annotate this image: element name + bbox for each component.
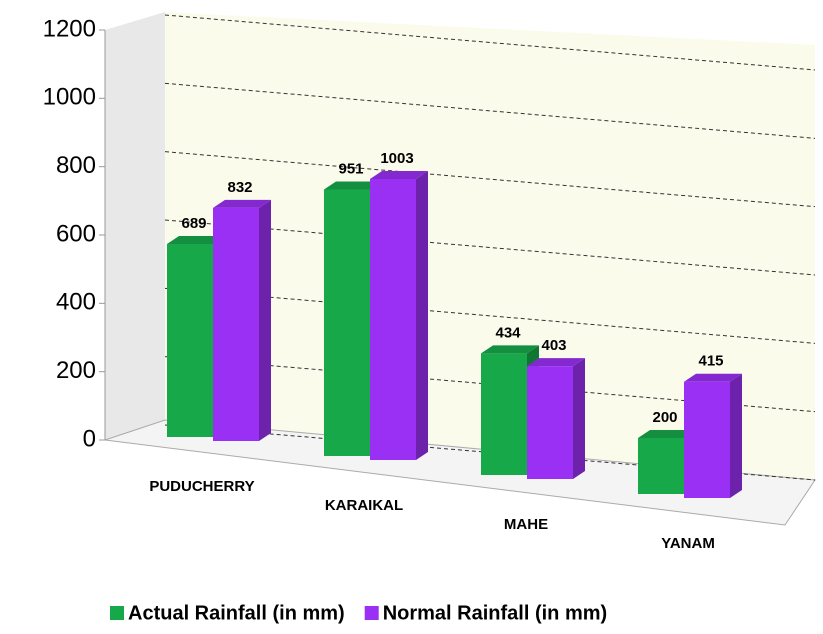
grid-line [164, 82, 816, 139]
bar [370, 170, 428, 460]
bar-top [213, 199, 271, 208]
bar-top [167, 235, 225, 244]
side-wall [105, 12, 165, 440]
bar [213, 199, 271, 441]
grid-line [164, 356, 816, 413]
bar-front [213, 207, 259, 441]
bar-top [684, 373, 742, 382]
y-tick-label: 0 [83, 425, 96, 452]
legend-swatch [364, 606, 379, 620]
bar-side [259, 199, 271, 441]
grid-line [164, 424, 816, 481]
x-tick-label: PUDUCHERRY [149, 478, 254, 495]
legend-label: Normal Rainfall (in mm) [383, 602, 607, 624]
bar-top [324, 181, 382, 190]
grid-line [164, 151, 816, 208]
y-tick-label: 400 [56, 289, 96, 316]
legend-label: Actual Rainfall (in mm) [128, 602, 345, 624]
bar-front [481, 353, 527, 475]
bar-side [573, 358, 585, 479]
grid-line [164, 14, 816, 71]
bar-front [638, 437, 684, 494]
bar-front [370, 178, 416, 460]
bar-top [527, 358, 585, 367]
back-wall [105, 12, 815, 480]
bar-front [324, 189, 370, 456]
bar-front [167, 243, 213, 437]
y-tick-label: 800 [56, 152, 96, 179]
bar-top [638, 429, 696, 438]
value-label: 403 [541, 337, 566, 354]
bar-top [481, 345, 539, 354]
bar [527, 358, 585, 479]
x-tick-label: KARAIKAL [325, 497, 403, 514]
bar-front [684, 381, 730, 498]
grid-line [164, 219, 816, 276]
bar-top [370, 170, 428, 179]
x-tick-label: YANAM [661, 535, 715, 552]
value-label: 415 [698, 353, 723, 370]
value-label: 200 [652, 409, 677, 426]
y-tick-label: 1200 [43, 15, 96, 42]
value-label: 434 [495, 324, 521, 341]
y-tick-label: 600 [56, 220, 96, 247]
value-label: 951 [338, 161, 363, 178]
bar-side [730, 373, 742, 498]
y-tick-label: 200 [56, 357, 96, 384]
value-label: 1003 [380, 150, 413, 167]
grid-line [164, 287, 816, 344]
bar-side [416, 170, 428, 460]
bar-front [527, 366, 573, 479]
value-label: 689 [181, 215, 206, 232]
x-tick-label: MAHE [504, 516, 548, 533]
bar [684, 373, 742, 498]
value-label: 832 [227, 179, 252, 196]
legend-swatch [110, 606, 124, 620]
y-tick-label: 1000 [43, 84, 96, 111]
